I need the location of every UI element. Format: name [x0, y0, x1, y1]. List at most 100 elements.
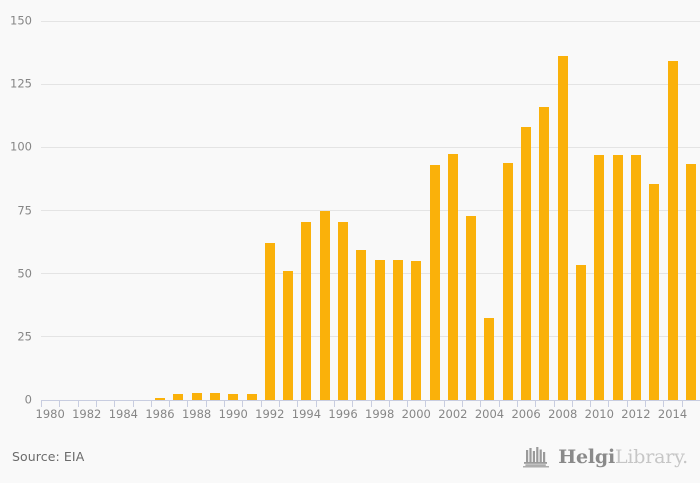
bar[interactable] [338, 221, 349, 400]
x-tick [681, 400, 683, 407]
gridline [41, 336, 700, 338]
x-tick [352, 400, 354, 407]
gridline [41, 210, 700, 211]
x-tick [535, 400, 537, 407]
y-tick-label: 125 [10, 76, 32, 91]
x-tick [59, 400, 61, 407]
bar[interactable] [685, 163, 696, 400]
bar[interactable] [466, 215, 477, 400]
bar[interactable] [411, 261, 422, 400]
x-tick-label: 1986 [145, 407, 175, 421]
y-tick-label: 75 [17, 202, 32, 217]
x-tick [205, 400, 207, 407]
source-note: Source: EIA [12, 449, 85, 464]
x-tick [224, 400, 226, 407]
bar[interactable] [576, 264, 586, 400]
bar[interactable] [283, 271, 294, 400]
bar[interactable] [319, 210, 330, 400]
bar[interactable] [228, 393, 239, 400]
bar[interactable] [502, 162, 513, 400]
x-tick-label: 1994 [291, 407, 322, 421]
bar[interactable] [301, 221, 312, 400]
x-tick [150, 400, 152, 407]
x-tick [95, 400, 97, 407]
x-tick [425, 400, 427, 407]
x-tick-label: 1992 [255, 407, 285, 421]
brand-name-secondary: Library. [615, 446, 688, 468]
bar[interactable] [612, 154, 623, 400]
bar[interactable] [484, 317, 495, 400]
brand-name-primary: Helgi [558, 446, 615, 468]
x-tick [315, 400, 317, 407]
x-tick [553, 400, 555, 407]
bar[interactable] [539, 106, 550, 400]
x-tick [516, 400, 518, 407]
x-tick-label: 1988 [181, 407, 212, 421]
x-tick-label: 1984 [108, 407, 139, 421]
x-tick [187, 400, 189, 407]
x-tick-label: 1996 [328, 407, 358, 421]
x-tick-label: 2008 [548, 407, 578, 421]
bar[interactable] [209, 393, 220, 400]
y-tick-label: 50 [17, 265, 32, 280]
x-tick [333, 400, 335, 407]
x-axis: 1980 1982 1984 1986 1988 1990 1992 1994 1996 1998… [36, 400, 700, 440]
x-tick-label: 2002 [438, 407, 468, 421]
bar[interactable] [154, 397, 165, 400]
x-tick [169, 400, 171, 407]
x-tick-label: 1982 [72, 407, 102, 421]
x-tick [480, 400, 482, 407]
x-tick [278, 400, 280, 407]
x-tick [663, 400, 665, 407]
x-tick [242, 400, 244, 407]
bar[interactable] [356, 249, 367, 400]
x-tick [645, 400, 647, 407]
x-tick [462, 400, 464, 407]
x-tick-label: 2004 [474, 407, 505, 421]
bar[interactable] [667, 61, 678, 400]
bar[interactable] [246, 393, 257, 400]
gridline [41, 20, 700, 22]
x-tick-label: 2014 [657, 407, 688, 421]
x-tick [114, 400, 116, 407]
bar[interactable] [447, 153, 458, 400]
bar[interactable] [594, 154, 605, 400]
y-tick-label: 0 [24, 392, 32, 407]
bar[interactable] [521, 127, 532, 400]
brand-logo: Helgi Library. [522, 444, 688, 470]
x-tick-label: 1980 [35, 407, 65, 421]
x-tick [41, 400, 42, 407]
x-tick-label: 1998 [365, 407, 395, 421]
gridline [41, 273, 700, 275]
x-tick-label: 2010 [584, 407, 614, 421]
bar[interactable] [649, 183, 660, 400]
x-tick [590, 400, 592, 407]
bar[interactable] [630, 154, 641, 400]
bar[interactable] [392, 259, 403, 400]
bar[interactable] [374, 259, 385, 400]
x-tick [626, 400, 628, 407]
bar[interactable] [173, 394, 184, 400]
library-building-icon [523, 447, 550, 468]
x-tick [297, 400, 299, 407]
plot-area: 0 25 50 75 100 125 150 [10, 15, 700, 405]
x-tick [132, 400, 134, 407]
x-tick [498, 400, 500, 407]
x-tick-label: 2012 [621, 407, 651, 421]
bar[interactable] [264, 243, 275, 400]
x-tick-label: 1990 [218, 407, 248, 421]
bar[interactable] [191, 393, 202, 400]
y-tick-label: 100 [10, 139, 32, 154]
x-tick [443, 400, 445, 407]
x-tick [407, 400, 409, 407]
x-tick-label: 2000 [401, 407, 431, 421]
x-tick [77, 400, 79, 407]
x-tick [571, 400, 573, 407]
gridline [41, 146, 700, 148]
x-tick [260, 400, 262, 407]
y-tick-label: 150 [10, 13, 32, 28]
x-tick [608, 400, 610, 407]
bar[interactable] [429, 165, 440, 400]
bar[interactable] [557, 56, 568, 400]
